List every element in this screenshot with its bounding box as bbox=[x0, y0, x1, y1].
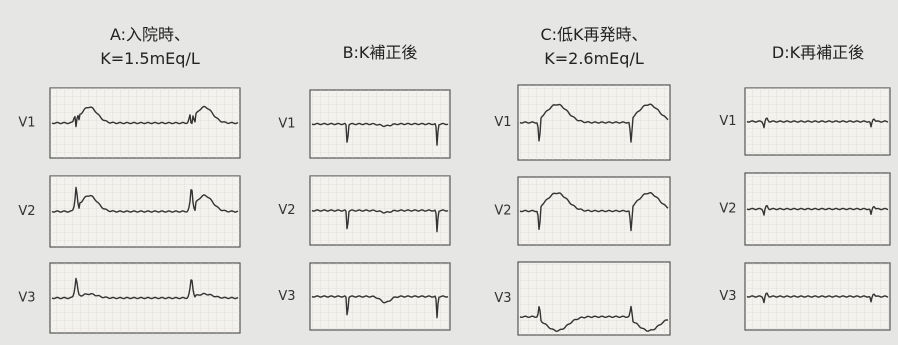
lead-label: V3 bbox=[278, 289, 295, 304]
lead-label: V1 bbox=[278, 117, 295, 132]
lead-label: V1 bbox=[719, 114, 736, 129]
ecg-grid bbox=[518, 262, 670, 335]
panel-title: D:K再補正後 bbox=[772, 43, 864, 62]
panel-title: B:K補正後 bbox=[343, 43, 418, 62]
lead-label: V2 bbox=[494, 204, 511, 219]
lead-label: V3 bbox=[719, 289, 736, 304]
ecg-figure: A:入院時、 K=1.5mEq/L V1 V2 V3 B:K補正後 V1 V2 V3 C:低K再発… bbox=[0, 0, 898, 345]
lead-label: V3 bbox=[18, 291, 35, 306]
lead-label: V2 bbox=[719, 202, 736, 217]
lead-label: V2 bbox=[278, 203, 295, 218]
lead-label: V2 bbox=[18, 204, 35, 219]
panel-title: K=2.6mEq/L bbox=[544, 49, 644, 68]
lead-label: V3 bbox=[494, 291, 511, 306]
lead-label: V1 bbox=[18, 116, 35, 131]
panel-title: A:入院時、 bbox=[110, 25, 190, 44]
lead-label: V1 bbox=[494, 115, 511, 130]
panel-title: C:低K再発時、 bbox=[540, 25, 647, 44]
panel-title: K=1.5mEq/L bbox=[100, 49, 200, 68]
